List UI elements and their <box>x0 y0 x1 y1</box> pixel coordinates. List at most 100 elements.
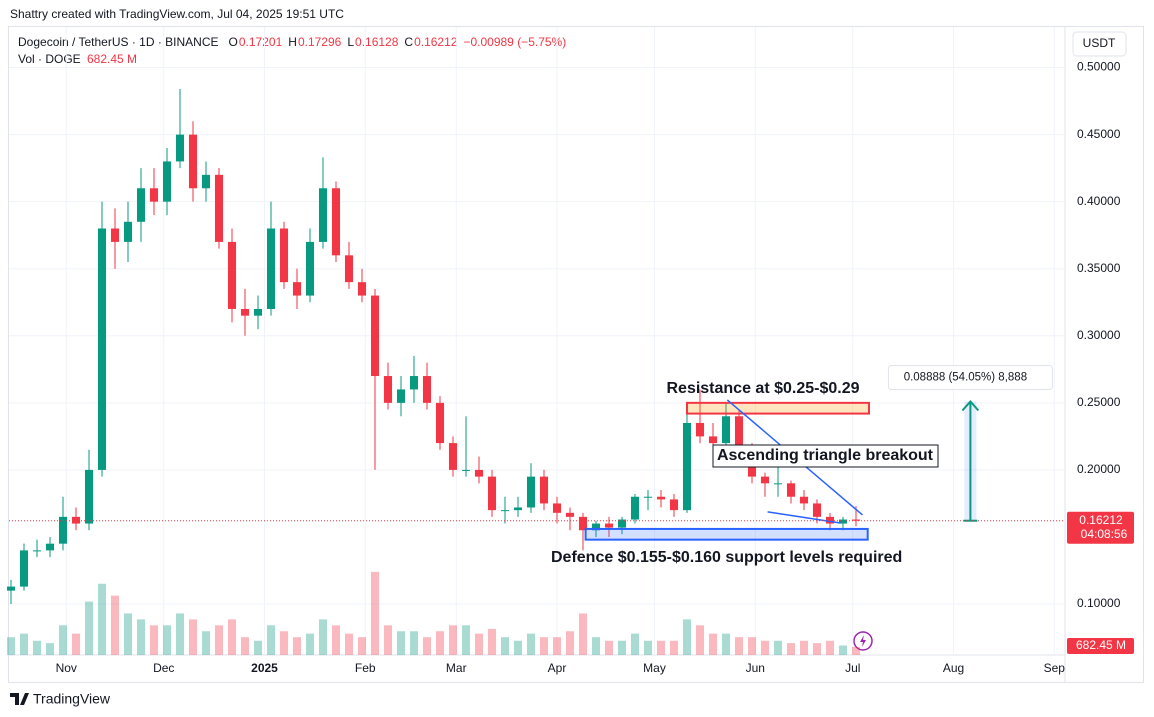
volume-bar <box>305 633 315 655</box>
candle-body <box>370 295 380 377</box>
volume-bar <box>45 643 55 655</box>
candle-body <box>799 496 809 504</box>
volume-bar <box>396 631 406 655</box>
candle-body <box>357 282 367 296</box>
volume-tag <box>1067 638 1134 654</box>
ohlc-value: 0.16128 <box>355 35 399 49</box>
y-tick-label: 0.45000 <box>1077 127 1121 141</box>
candle-body <box>97 228 107 470</box>
resistance-zone <box>686 401 870 415</box>
x-tick-label: Aug <box>943 661 964 675</box>
candle-body <box>253 308 263 316</box>
brand-logo: TradingView <box>10 691 111 707</box>
volume-value: 682.45 M <box>87 52 137 66</box>
last-price-tag <box>1067 511 1134 544</box>
volume-tag-label: 682.45 M <box>1076 638 1126 652</box>
candle-body <box>825 516 835 524</box>
candle-body <box>305 241 315 296</box>
volume-bar <box>58 625 68 655</box>
x-tick-label: May <box>643 661 666 675</box>
candle-body <box>617 519 627 528</box>
candle-body <box>19 550 29 587</box>
volume-bar <box>851 646 861 655</box>
candle-body <box>201 174 211 189</box>
candle-body <box>669 499 679 511</box>
candle-body <box>422 376 432 403</box>
y-tick-label: 0.20000 <box>1077 462 1121 476</box>
candle-body <box>149 188 159 202</box>
x-tick-label: Feb <box>355 661 376 675</box>
volume-bar <box>409 631 419 655</box>
candle-body <box>578 516 588 531</box>
legend: Dogecoin / TetherUS · 1D · BINANCE Vol ·… <box>18 35 566 66</box>
volume-bar <box>812 643 822 655</box>
volume-bar <box>630 633 640 655</box>
x-tick-label: 2025 <box>251 661 278 675</box>
volume-bar <box>786 643 796 655</box>
candle-body <box>266 228 276 309</box>
volume-bar <box>734 637 744 655</box>
volume-bar <box>448 625 458 655</box>
y-tick-label: 0.30000 <box>1077 328 1121 342</box>
candle-body <box>487 476 497 511</box>
y-tick-label: 0.25000 <box>1077 395 1121 409</box>
candle-body <box>721 416 731 444</box>
volume-bar <box>695 625 705 655</box>
candle-body <box>461 469 471 471</box>
volume-bar <box>513 640 523 655</box>
volume-bar <box>565 631 575 655</box>
volume-bar <box>669 640 679 655</box>
measure-label: 0.08888 (54.05%) 8,888 <box>904 372 1027 384</box>
candle-body <box>84 469 94 524</box>
volume-bar <box>344 633 354 655</box>
candle-body <box>838 519 848 524</box>
candle-body <box>695 422 705 437</box>
candle-body <box>760 476 770 484</box>
volume-bar <box>175 613 185 655</box>
currency[interactable]: USDT <box>1083 36 1116 50</box>
candle-body <box>162 161 172 202</box>
y-tick-label: 0.50000 <box>1077 60 1121 74</box>
volume-bar <box>97 583 107 655</box>
candle-body <box>643 496 653 498</box>
volume-bar <box>591 637 601 655</box>
volume-bar <box>838 645 848 655</box>
candle-body <box>409 376 419 390</box>
candle-body <box>279 228 289 283</box>
candle-body <box>591 523 601 531</box>
chart-frame <box>8 26 1144 683</box>
volume-bar <box>266 625 276 655</box>
x-tick-label: Dec <box>153 661 174 675</box>
candle-body <box>227 241 237 309</box>
candle-body <box>240 308 250 316</box>
currency-button[interactable] <box>1072 31 1127 57</box>
candle-body <box>526 476 536 508</box>
credit: Shattry created with TradingView.com, Ju… <box>10 7 344 21</box>
candle-body <box>331 188 341 256</box>
x-tick-label: Nov <box>56 661 77 675</box>
candle-body <box>123 221 133 242</box>
measure-arrowhead <box>961 400 980 412</box>
countdown: 04:08:56 <box>1081 527 1128 541</box>
ohlc-key: O <box>229 35 238 49</box>
volume-bar <box>617 640 627 655</box>
candle-body <box>773 483 783 485</box>
triangle-label: Ascending triangle breakout <box>717 447 934 464</box>
volume-bar <box>188 619 198 655</box>
volume-bar <box>71 633 81 655</box>
candle-body <box>58 516 68 544</box>
volume-bar <box>123 613 133 655</box>
volume-bar <box>253 640 263 655</box>
volume-bar <box>240 637 250 655</box>
brand: TradingView <box>33 691 111 707</box>
ohlc-key: L <box>347 35 354 49</box>
last-price-label: 0.16212 <box>1079 513 1123 527</box>
x-tick-label: Mar <box>446 661 467 675</box>
candle-body <box>45 543 55 551</box>
candle-body <box>851 519 861 521</box>
ohlc-value: 0.17296 <box>298 35 342 49</box>
volume-bar <box>227 619 237 655</box>
symbol-title: Dogecoin / TetherUS · 1D · BINANCE <box>18 35 219 49</box>
volume-bar <box>279 631 289 655</box>
support-label: Defence $0.155-$0.160 support levels req… <box>551 549 902 566</box>
